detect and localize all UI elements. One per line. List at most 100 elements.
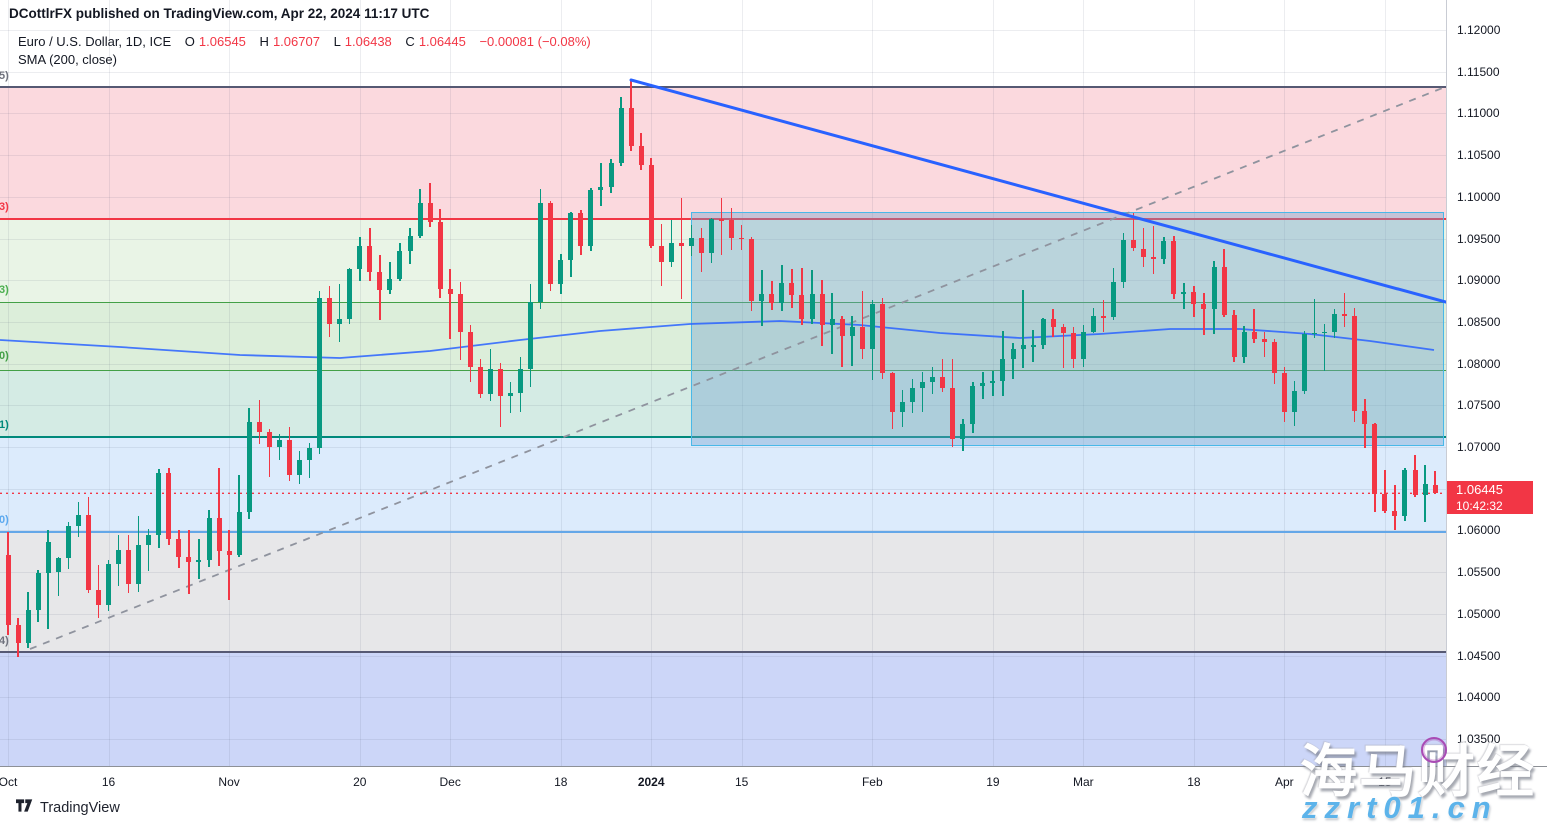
time-axis-tick: 15 <box>1378 775 1392 789</box>
horizontal-gridline <box>0 30 1446 31</box>
ascending-dashed-trendline[interactable] <box>29 86 1446 650</box>
time-axis-tick: 18 <box>1187 775 1201 789</box>
level-line[interactable] <box>0 369 1446 372</box>
candle-body <box>508 392 513 397</box>
candle-body <box>1362 411 1368 425</box>
candle-body <box>859 326 865 349</box>
candle-body <box>447 289 453 295</box>
level-line[interactable] <box>0 531 1446 533</box>
price-axis-tick: 1.12000 <box>1457 23 1501 37</box>
candle-body <box>568 213 574 261</box>
candle-body <box>1151 256 1157 260</box>
price-axis-tick: 1.11000 <box>1457 106 1500 121</box>
candle-body <box>337 319 343 324</box>
time-axis-tick: 2024 <box>637 775 665 789</box>
candle-body <box>1121 240 1127 282</box>
level-line[interactable] <box>0 85 1446 88</box>
sma-indicator-legend[interactable]: SMA (200, close) <box>18 52 117 67</box>
candle-body <box>588 190 594 246</box>
price-axis-tick: 1.08000 <box>1457 356 1501 371</box>
candle-body <box>106 563 111 606</box>
open-label: O <box>184 34 195 49</box>
candle-body <box>156 472 162 536</box>
candle-body <box>186 557 192 563</box>
price-axis-tick: 1.05500 <box>1457 565 1501 580</box>
price-axis-tick: 1.10500 <box>1457 148 1501 163</box>
time-axis-tick: Nov <box>218 775 240 789</box>
candle-body <box>1161 241 1167 260</box>
candle-body <box>196 559 202 563</box>
candle-body <box>357 246 363 270</box>
candle-body <box>1050 319 1056 327</box>
level-line[interactable] <box>0 651 1446 654</box>
price-axis-tick: 1.07500 <box>1457 398 1501 413</box>
level-price-label-fragment: 4) <box>0 635 9 647</box>
candle-body <box>578 213 584 246</box>
horizontal-gridline <box>0 530 1446 532</box>
price-axis-tick: 1.05000 <box>1457 606 1501 621</box>
candle-body <box>397 251 403 279</box>
level-line[interactable] <box>0 301 1446 304</box>
zone-lavender <box>0 652 1446 766</box>
candle-body <box>1432 484 1438 494</box>
candle-body <box>688 237 694 246</box>
candle-body <box>457 294 463 332</box>
candle-body <box>226 551 232 556</box>
candle-wick <box>449 269 451 340</box>
candle-wick <box>188 530 190 594</box>
candle-body <box>1261 338 1267 342</box>
descending-trendline[interactable] <box>629 78 1446 304</box>
candle-body <box>1141 248 1147 257</box>
price-axis-tick: 1.10000 <box>1457 189 1501 204</box>
consolidation-box[interactable] <box>691 211 1445 447</box>
candle-wick <box>278 433 281 461</box>
candle-wick <box>680 198 683 300</box>
candle-body <box>839 318 845 337</box>
level-line[interactable] <box>0 436 1446 438</box>
candle-body <box>236 512 242 556</box>
high-value: 1.06707 <box>272 34 320 49</box>
time-axis[interactable]: Oct 16 Nov 20 Dec 18 2024 15 Feb 19 Mar 18 Apr 15 <box>0 766 1547 826</box>
candle-body <box>920 381 926 388</box>
candle-body <box>5 554 11 625</box>
price-axis-tick: 1.04000 <box>1457 690 1501 705</box>
horizontal-gridline <box>0 280 1446 282</box>
candle-wick <box>740 225 743 251</box>
symbol-title[interactable]: Euro / U.S. Dollar, 1D, ICE <box>18 34 172 49</box>
candle-body <box>1271 341 1277 373</box>
level-price-label-fragment: 3) <box>0 284 9 296</box>
candle-body <box>1000 359 1006 382</box>
candle-body <box>759 294 765 302</box>
candle-body <box>1181 291 1187 295</box>
candle-body <box>1100 316 1106 318</box>
vertical-gridline <box>872 0 874 766</box>
candle-body <box>1211 266 1217 309</box>
candle-body <box>15 624 21 643</box>
chart-canvas[interactable]: 5) 3) 3) 0) 1) 0) 4) <box>0 0 1446 766</box>
horizontal-gridline <box>0 405 1446 407</box>
candle-body <box>819 293 825 326</box>
candle-wick <box>228 530 230 601</box>
candle-wick <box>1343 292 1346 327</box>
symbol-legend[interactable]: Euro / U.S. Dollar, 1D, ICE O 1.06545 H 1.… <box>18 34 595 49</box>
candle-wick <box>1132 212 1135 251</box>
candle-wick <box>720 197 723 256</box>
candle-body <box>136 545 142 584</box>
candle-body <box>518 368 524 393</box>
tradingview-attribution[interactable]: TradingView <box>16 799 120 817</box>
candle-body <box>487 369 493 395</box>
level-price-label-fragment: 0) <box>0 350 9 362</box>
horizontal-gridline <box>0 113 1446 115</box>
last-price-value: 1.06445 <box>1456 482 1503 497</box>
candle-body <box>698 237 704 253</box>
price-axis-tick: 1.11500 <box>1457 64 1500 79</box>
time-axis-tick: 20 <box>353 775 367 789</box>
candle-wick <box>1183 282 1185 309</box>
price-axis[interactable]: 1.12000 1.11500 1.11000 1.10500 1.10000 1.095… <box>1446 0 1547 766</box>
horizontal-gridline <box>0 71 1446 73</box>
candle-wick <box>1394 485 1396 530</box>
level-price-label-fragment: 0) <box>0 514 9 526</box>
watermark-site-name: 海马财经 <box>1300 740 1536 804</box>
close-label: C <box>405 34 415 49</box>
candle-wick <box>851 316 853 367</box>
